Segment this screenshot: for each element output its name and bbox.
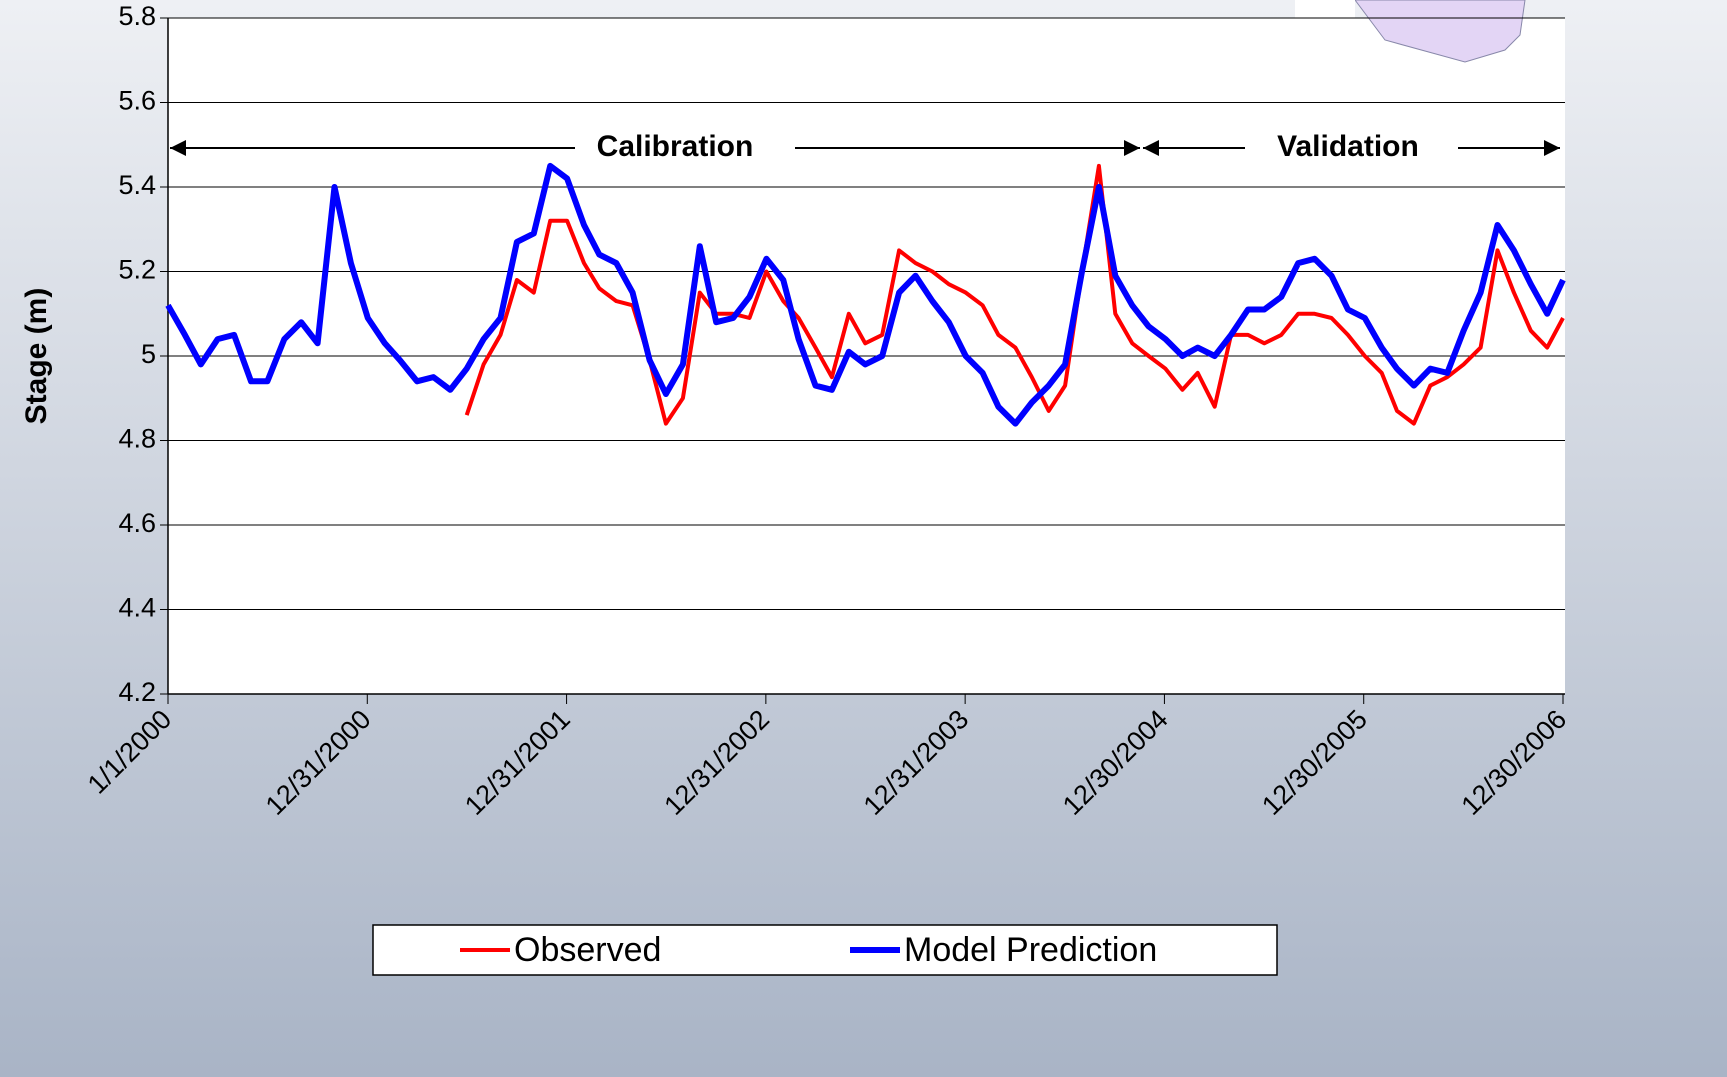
legend-label: Observed <box>514 931 661 969</box>
y-tick-label: 5.2 <box>118 255 156 285</box>
annotation: Validation <box>1277 130 1419 163</box>
y-tick-label: 5 <box>141 339 156 369</box>
y-tick-label: 4.4 <box>118 593 156 623</box>
y-tick-label: 5.4 <box>118 170 156 200</box>
map-background <box>1295 0 1355 18</box>
y-tick-label: 4.8 <box>118 424 156 454</box>
legend-label: Model Prediction <box>904 931 1157 969</box>
legend <box>372 924 1278 976</box>
series-line <box>165 162 1566 427</box>
y-axis-label: Stage (m) <box>20 288 53 425</box>
y-tick-label: 5.6 <box>118 86 156 116</box>
y-tick-label: 4.2 <box>118 677 156 707</box>
y-tick-label: 4.6 <box>118 508 156 538</box>
y-tick-label: 5.8 <box>118 1 156 31</box>
map-fragment <box>1295 0 1526 63</box>
annotation: Calibration <box>597 130 754 163</box>
